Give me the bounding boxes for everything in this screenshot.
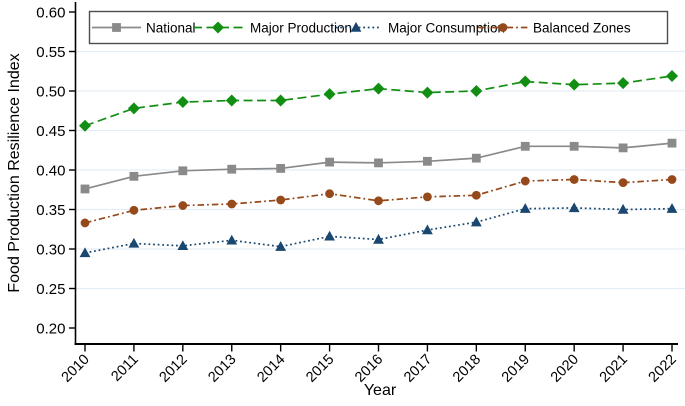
x-tick-label: 2012 [157,352,191,386]
y-tick-label: 0.20 [36,320,65,337]
marker-balanced-zones [227,199,237,209]
marker-national [227,164,237,174]
x-tick-label: 2022 [646,352,680,386]
marker-national [178,166,188,176]
marker-national [80,184,90,194]
x-tick-label: 2010 [59,352,93,386]
x-tick-label: 2013 [205,352,239,386]
marker-major-production [617,77,630,90]
marker-major-production [372,82,385,95]
marker-balanced-zones [520,176,530,186]
marker-balanced-zones [667,175,677,184]
x-tick-label: 2020 [548,352,582,386]
legend-marker-national [112,23,121,32]
marker-major-consumption [519,203,531,213]
marker-national [520,141,530,151]
marker-national [471,153,481,163]
marker-major-consumption [373,233,384,244]
marker-national [618,143,628,153]
marker-major-production [176,96,189,109]
marker-national [374,158,383,168]
marker-major-production [470,85,483,97]
y-tick-label: 0.35 [36,202,65,219]
y-tick-label: 0.60 [36,4,65,21]
marker-major-production [323,88,336,101]
marker-major-production [519,75,532,88]
legend-label-balanced-zones: Balanced Zones [533,21,631,36]
marker-major-production [274,94,287,107]
x-tick-label: 2016 [352,352,386,386]
marker-major-consumption [275,241,287,251]
marker-major-production [421,86,434,99]
legend-label-national: National [146,21,196,36]
marker-balanced-zones [80,218,90,228]
y-tick-label: 0.25 [36,281,65,298]
marker-major-consumption [177,240,189,251]
x-tick-label: 2011 [108,352,141,385]
x-axis-title: Year [363,382,397,399]
y-tick-label: 0.30 [36,241,65,258]
marker-major-consumption [226,234,238,245]
marker-national [276,164,286,173]
marker-balanced-zones [374,196,383,206]
marker-major-production [79,119,91,132]
marker-major-consumption [422,224,433,235]
x-tick-label: 2015 [303,352,337,386]
legend-label-major-consumption: Major Consumption [388,21,505,36]
marker-balanced-zones [178,201,188,210]
marker-major-consumption [470,216,482,227]
x-tick-label: 2019 [499,352,533,386]
marker-balanced-zones [569,175,579,184]
marker-major-production [568,78,581,91]
y-tick-label: 0.55 [36,44,65,61]
marker-national [667,138,677,148]
y-tick-label: 0.45 [36,123,65,140]
x-tick-label: 2017 [401,352,435,386]
series-line-major-consumption [84,207,673,254]
legend-marker-major-consumption [350,21,362,32]
marker-balanced-zones [325,189,334,199]
legend-marker-major-production [212,21,224,34]
marker-balanced-zones [129,205,139,215]
marker-major-consumption [666,203,678,213]
marker-balanced-zones [618,178,628,188]
marker-national [129,171,139,181]
marker-major-consumption [324,230,335,241]
marker-major-production [127,102,140,115]
marker-national [569,141,579,151]
marker-national [325,157,334,167]
legend-label-major-production: Major Production [250,21,352,36]
marker-major-production [225,94,238,107]
marker-major-consumption [568,202,580,213]
marker-balanced-zones [423,192,432,202]
x-tick-label: 2014 [254,352,288,386]
marker-major-consumption [128,237,140,248]
legend-marker-balanced-zones [498,23,508,32]
y-tick-label: 0.50 [36,83,65,100]
y-tick-label: 0.40 [36,162,65,179]
marker-balanced-zones [471,190,481,200]
x-tick-label: 2018 [450,352,484,386]
marker-major-consumption [79,247,91,258]
marker-balanced-zones [276,195,286,205]
marker-major-consumption [617,203,629,214]
y-axis-title: Food Production Resilience Index [6,53,23,293]
marker-major-production [666,69,678,82]
x-tick-label: 2021 [597,352,631,386]
marker-national [423,156,432,166]
